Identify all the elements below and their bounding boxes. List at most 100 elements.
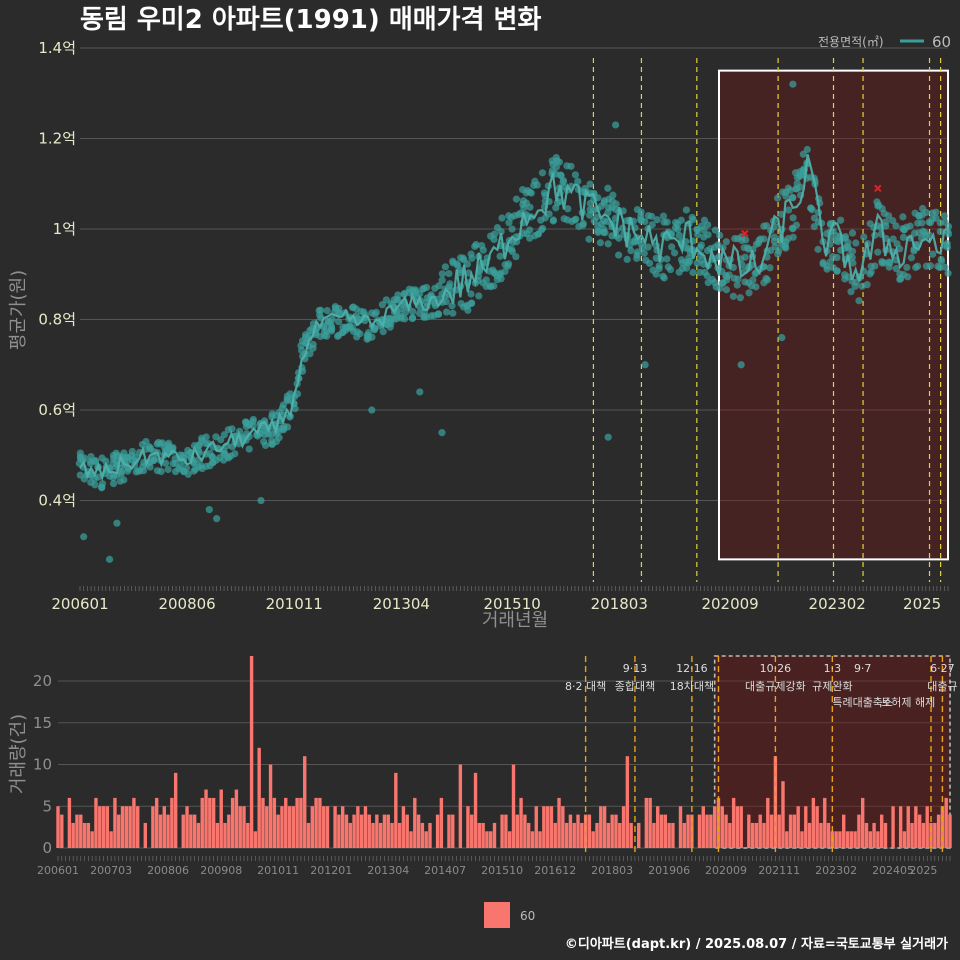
volume-bar: [891, 806, 895, 848]
price-point: [807, 204, 815, 212]
volume-bar: [834, 831, 838, 848]
volume-bar: [75, 814, 79, 848]
price-point: [863, 281, 871, 289]
volume-bar: [162, 806, 166, 848]
price-point: [640, 249, 648, 257]
price-point: [833, 267, 841, 275]
chart-title: 동림 우미2 아파트(1991) 매매가격 변화: [80, 5, 541, 35]
volume-bar: [265, 806, 269, 848]
bottom-x-tick-label: 202405: [872, 864, 914, 877]
price-point: [684, 259, 693, 267]
volume-bar: [428, 822, 432, 848]
top-y-tick-label: 1억: [53, 220, 76, 238]
price-point: [117, 470, 125, 478]
volume-bar: [234, 789, 239, 848]
volume-bar: [67, 797, 72, 848]
price-point: [267, 430, 275, 438]
price-point: [814, 245, 822, 253]
price-point: [504, 260, 513, 268]
price-point: [937, 257, 946, 265]
price-point: [663, 218, 671, 226]
volume-bar: [530, 831, 535, 848]
price-point: [574, 177, 582, 185]
bottom-x-tick-label: 201304: [367, 864, 409, 877]
price-point: [609, 191, 617, 199]
price-point: [826, 258, 834, 266]
volume-bar: [917, 814, 922, 848]
volume-bar: [504, 814, 508, 848]
volume-bar: [386, 814, 390, 848]
price-point: [670, 249, 679, 257]
price-point: [782, 192, 790, 200]
price-point: [936, 263, 944, 272]
bottom-y-axis-label: 거래량(건): [8, 714, 29, 794]
price-point: [579, 221, 587, 229]
price-point: [936, 227, 944, 236]
price-point: [94, 473, 102, 481]
volume-bar: [181, 814, 185, 848]
price-point: [124, 467, 132, 475]
volume-bar: [747, 814, 751, 848]
price-point: [592, 213, 601, 221]
price-point: [704, 231, 712, 239]
volume-bar: [663, 814, 668, 848]
price-point: [445, 269, 453, 278]
price-point: [929, 250, 937, 258]
top-y-tick-label: 1.2억: [38, 130, 76, 148]
price-point: [508, 225, 516, 233]
price-point: [700, 226, 708, 234]
price-point: [260, 438, 268, 446]
price-point: [586, 180, 594, 188]
volume-bar: [143, 822, 148, 848]
price-point: [722, 286, 731, 294]
price-point: [91, 481, 99, 489]
price-point: [766, 264, 774, 272]
price-point: [688, 213, 696, 222]
price-point: [601, 229, 609, 237]
price-point: [409, 308, 417, 316]
price-panel: 0.4억 0.6억 0.8억 1억 1.2억 1.4억 200601 200806 201011…: [38, 39, 953, 613]
volume-bar: [98, 806, 102, 848]
price-outlier-point: [641, 361, 649, 369]
price-point: [559, 177, 568, 185]
volume-bar: [777, 814, 781, 848]
volume-bar: [542, 806, 546, 848]
price-point: [711, 279, 719, 287]
bottom-y-tick-label: 5: [42, 797, 52, 815]
volume-bar: [113, 797, 117, 848]
bottom-x-tick-label: 202009: [705, 864, 747, 877]
price-point: [556, 171, 565, 179]
volume-bar: [879, 814, 884, 848]
volume-bar: [925, 806, 929, 848]
bottom-x-tick-label: 200601: [37, 864, 79, 877]
top-y-tick-label: 1.4억: [38, 39, 76, 57]
volume-bar: [128, 806, 132, 848]
top-x-axis-label: 거래년월: [482, 610, 548, 631]
volume-bar: [906, 806, 910, 848]
price-point: [789, 193, 797, 201]
price-point: [400, 315, 409, 323]
price-point: [615, 234, 623, 242]
price-point: [666, 265, 675, 274]
price-point: [745, 289, 753, 297]
volume-bar: [60, 814, 64, 848]
policy-date-label: 9·7: [854, 662, 872, 675]
volume-bar: [773, 756, 778, 848]
volume-bar: [79, 814, 83, 848]
price-point: [689, 268, 697, 277]
price-point: [852, 239, 860, 247]
price-point: [741, 253, 749, 261]
price-point: [725, 271, 733, 279]
volume-bar: [151, 806, 155, 848]
price-point: [533, 181, 541, 189]
volume-bar: [838, 831, 842, 848]
price-point: [906, 222, 914, 230]
price-point: [309, 340, 317, 349]
volume-bar: [701, 806, 705, 848]
top-x-tick-label: 201304: [373, 595, 430, 613]
price-point: [146, 463, 154, 471]
price-point: [729, 292, 737, 300]
volume-bar: [781, 781, 785, 848]
volume-bar: [439, 797, 444, 848]
price-point: [596, 239, 604, 247]
